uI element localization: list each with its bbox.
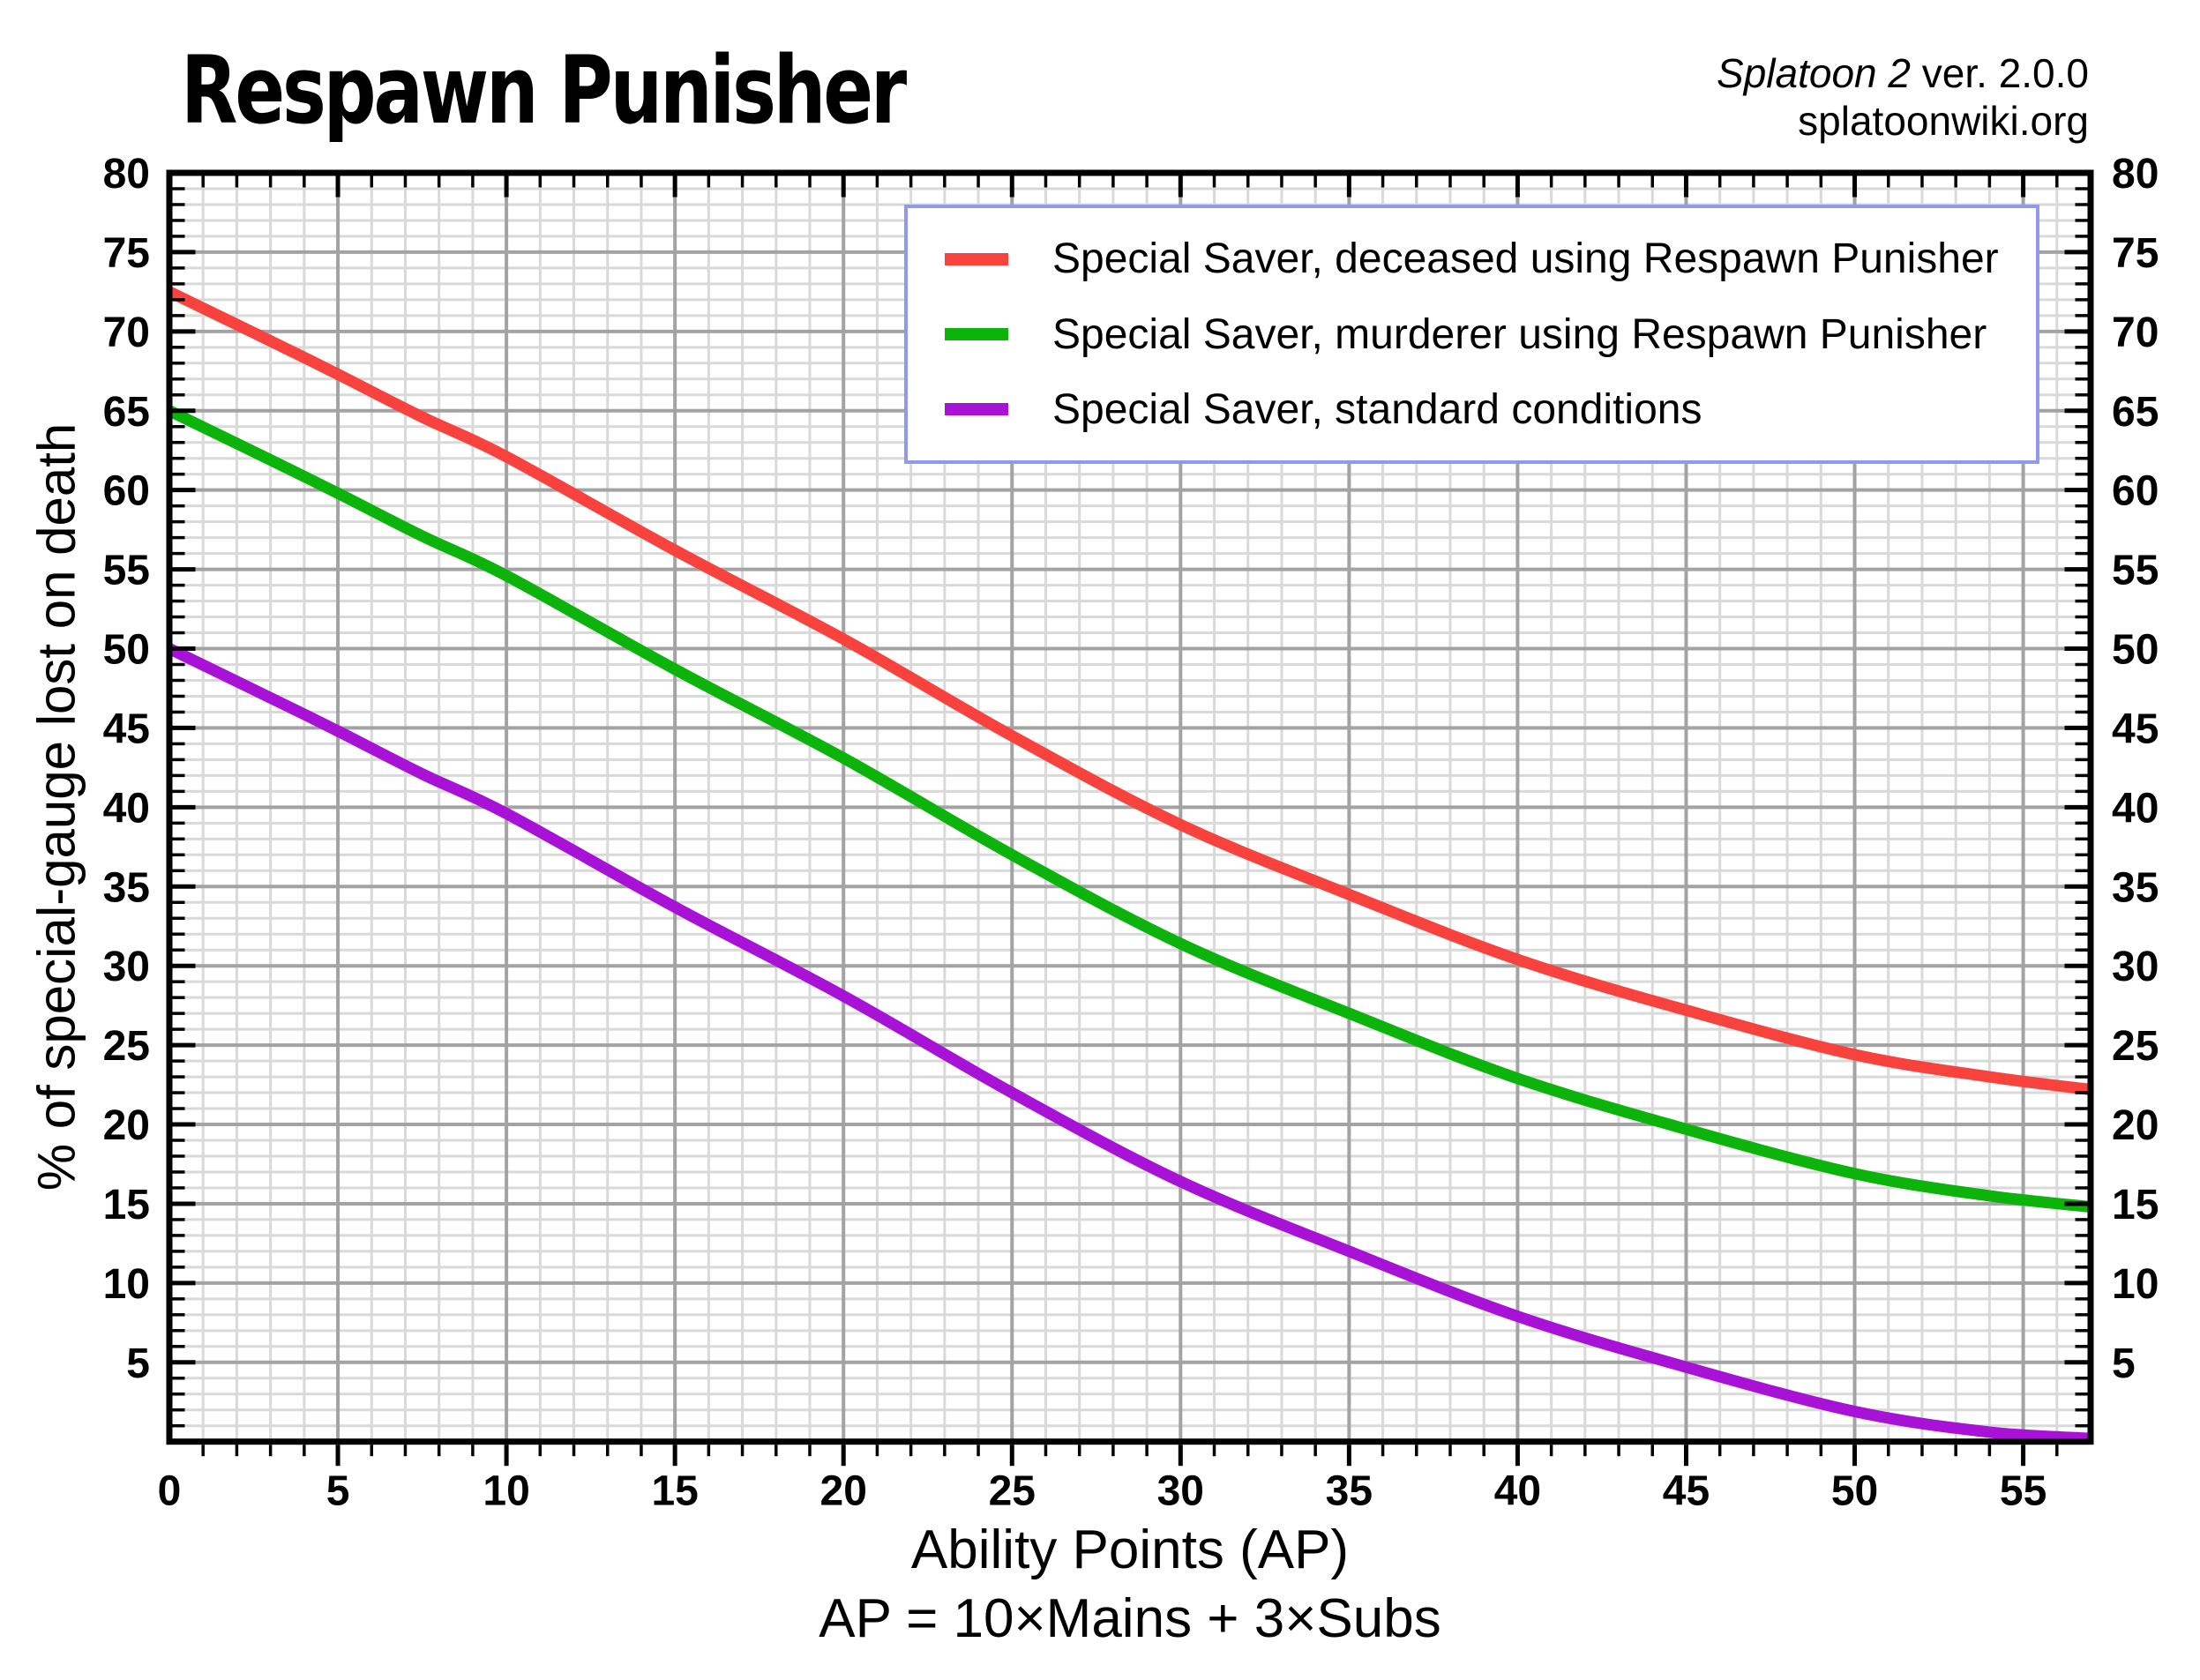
y-tick-label-right: 40 — [2112, 785, 2159, 832]
chart-title: Respawn Punisher — [181, 36, 907, 145]
y-axis-title: % of special-gauge lost on death — [26, 422, 86, 1191]
x-tick-label: 55 — [2000, 1468, 2047, 1515]
y-tick-label-left: 70 — [103, 310, 150, 356]
x-axis-title: Ability Points (AP) — [910, 1519, 1350, 1580]
x-tick-label: 20 — [820, 1468, 867, 1515]
curve-deceased-red — [167, 287, 2091, 1095]
legend-item-1: Special Saver, murderer using Respawn Pu… — [908, 310, 2036, 359]
y-tick-label-right: 45 — [2112, 706, 2159, 752]
y-tick-label-left: 15 — [103, 1182, 150, 1228]
y-tick-label-left: 60 — [103, 468, 150, 515]
y-tick-label-right: 50 — [2112, 627, 2159, 674]
version-info: Splatoon 2 ver. 2.0.0 splatoonwiki.org — [1717, 49, 2089, 146]
y-tick-label-right: 30 — [2112, 944, 2159, 990]
game-name: Splatoon 2 — [1717, 50, 1911, 96]
x-tick-label: 25 — [989, 1468, 1036, 1515]
x-tick-label: 5 — [326, 1468, 350, 1515]
y-tick-label-right: 35 — [2112, 864, 2159, 911]
y-tick-label-left: 10 — [103, 1261, 150, 1308]
y-tick-label-right: 80 — [2112, 151, 2159, 198]
source-site: splatoonwiki.org — [1798, 98, 2089, 145]
y-tick-label-right: 5 — [2112, 1340, 2136, 1387]
y-tick-label-left: 55 — [103, 548, 150, 594]
plot-frame — [166, 169, 2094, 1445]
y-tick-label-right: 60 — [2112, 468, 2159, 515]
x-tick-label: 30 — [1157, 1468, 1204, 1515]
x-tick-label: 45 — [1663, 1468, 1710, 1515]
y-tick-label-left: 45 — [103, 706, 150, 752]
y-tick-label-right: 70 — [2112, 310, 2159, 356]
y-tick-label-left: 65 — [103, 389, 150, 436]
legend-label: Special Saver, deceased using Respawn Pu… — [1052, 235, 1999, 283]
y-tick-label-right: 15 — [2112, 1182, 2159, 1228]
x-axis-formula: AP = 10×Mains + 3×Subs — [819, 1588, 1441, 1649]
curve-murderer-green — [167, 405, 2091, 1213]
y-tick-label-left: 30 — [103, 944, 150, 990]
y-tick-label-right: 10 — [2112, 1261, 2159, 1308]
y-tick-label-left: 75 — [103, 230, 150, 277]
legend-swatch-icon — [945, 403, 1008, 416]
legend: Special Saver, deceased using Respawn Pu… — [904, 205, 2039, 464]
y-tick-label-right: 75 — [2112, 230, 2159, 277]
y-tick-label-right: 25 — [2112, 1023, 2159, 1070]
x-tick-label: 35 — [1326, 1468, 1373, 1515]
legend-item-2: Special Saver, standard conditions — [908, 385, 2036, 434]
legend-swatch-icon — [945, 328, 1008, 340]
version-line: Splatoon 2 ver. 2.0.0 — [1717, 49, 2089, 97]
y-tick-label-left: 50 — [103, 627, 150, 674]
version-number: ver. 2.0.0 — [1910, 50, 2089, 96]
y-tick-label-right: 20 — [2112, 1102, 2159, 1149]
x-tick-label: 15 — [651, 1468, 698, 1515]
legend-label: Special Saver, standard conditions — [1052, 385, 1702, 433]
legend-swatch-icon — [945, 252, 1008, 265]
x-tick-label: 50 — [1831, 1468, 1878, 1515]
y-tick-label-left: 40 — [103, 785, 150, 832]
curve-standard-purple — [167, 643, 2091, 1445]
x-tick-label: 40 — [1494, 1468, 1541, 1515]
y-tick-label-left: 35 — [103, 864, 150, 911]
y-tick-label-right: 65 — [2112, 389, 2159, 436]
y-tick-label-left: 25 — [103, 1023, 150, 1070]
legend-label: Special Saver, murderer using Respawn Pu… — [1052, 310, 1987, 358]
y-tick-label-left: 5 — [126, 1340, 150, 1387]
y-tick-label-left: 20 — [103, 1102, 150, 1149]
y-tick-label-right: 55 — [2112, 548, 2159, 594]
x-tick-label: 10 — [483, 1468, 529, 1515]
x-tick-label: 0 — [158, 1468, 182, 1515]
legend-item-0: Special Saver, deceased using Respawn Pu… — [908, 235, 2036, 283]
y-tick-label-left: 80 — [103, 151, 150, 198]
